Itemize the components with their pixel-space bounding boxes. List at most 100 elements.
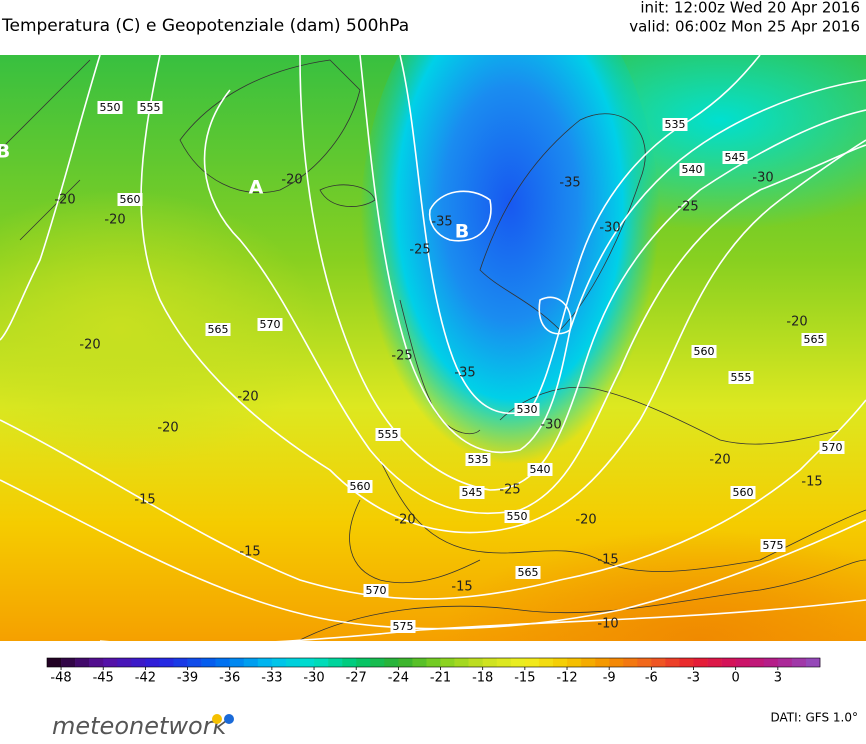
contour-label-box: 545 [722,151,748,164]
label-background [363,584,389,597]
geopotential-label: 555 [378,428,399,441]
colorbar-swatch [651,658,666,667]
temperature-label: -35 [559,176,580,191]
colorbar-swatch [468,658,483,667]
colorbar-swatch [552,658,568,667]
valid-time: valid: 06:00z Mon 25 Apr 2016 [629,18,860,36]
contour-label-box: 575 [760,539,786,552]
temperature-label: -30 [752,171,773,186]
colorbar-swatch [679,658,694,667]
label-background [728,371,754,384]
colorbar-tick-label: -27 [346,671,367,686]
colorbar-swatch [805,658,821,667]
field-blob [360,55,660,490]
label-background [527,463,553,476]
colorbar-swatch [538,658,554,667]
contour-label-box: 570 [819,441,845,454]
geopotential-label: 560 [350,480,371,493]
data-source: DATI: GFS 1.0° [770,711,858,725]
colorbar-tick-label: -39 [177,671,198,686]
colorbar-swatch [623,658,638,667]
colorbar-swatch [215,658,231,667]
temperature-label: -20 [79,338,100,353]
contour-label-box: 555 [137,101,163,114]
temperature-label: -20 [157,421,178,436]
pressure-center: B [0,141,10,163]
contour-label-box: 550 [504,510,530,523]
geopotential-label: 575 [393,620,414,633]
colorbar-swatch [510,658,526,667]
temperature-label: -25 [391,349,412,364]
colorbar-swatch [665,658,680,667]
colorbar-tick-label: -36 [219,671,240,686]
colorbar-swatch [595,658,610,667]
colorbar-swatch [693,658,708,667]
temperature-label: -35 [431,215,452,230]
colorbar-swatch [440,658,455,667]
label-background [117,193,143,206]
colorbar-swatch [285,658,301,667]
contour-label-box: 565 [205,323,231,336]
colorbar-tick-label: -18 [472,671,493,686]
geopotential-label: 535 [468,453,489,466]
colorbar-tick-label: -33 [261,671,282,686]
contour-label-box: 570 [257,318,283,331]
colorbar-swatch [47,658,62,667]
colorbar-swatch [103,658,118,667]
geopotential-label: 565 [518,566,539,579]
contour-label-box: 530 [514,403,540,416]
colorbar-swatch [721,658,736,667]
label-background [375,428,401,441]
colorbar-tick-label: -3 [687,671,700,686]
geopotential-label: 560 [733,486,754,499]
temperature-label: -15 [239,545,260,560]
geopotential-label: 555 [140,101,161,114]
map-labels: 550 555 560 565 570 555 560 530 535 540 545 550 565 5… [0,101,845,633]
label-background [515,566,541,579]
geopotential-label: 570 [822,441,843,454]
temperature-label: -20 [709,453,730,468]
colorbar-tick-label: -9 [603,671,616,686]
colorbar: -48 -45 -42 -39 -36 -33 -30 -27 -24 -21 -18 -15 -12-… [46,657,821,686]
temperature-label: -20 [237,390,258,405]
label-background [465,453,491,466]
geopotential-label: 530 [517,403,538,416]
contour-label-box: 565 [801,333,827,346]
geopotential-label: 550 [507,510,528,523]
contour-label-box: 535 [662,118,688,131]
temperature-label: -30 [540,418,561,433]
label-background [722,151,748,164]
logo-dot [224,714,234,724]
label-background [459,486,485,499]
temperature-label: -20 [575,513,596,528]
temperature-label: -25 [409,243,430,258]
label-background [679,163,705,176]
pressure-center: A [249,177,264,199]
logo: meteonetwork [52,712,228,740]
colorbar-swatch [749,658,765,667]
geopotential-label: 540 [530,463,551,476]
label-background [257,318,283,331]
colorbar-swatch [173,658,188,667]
geopotential-label: 555 [731,371,752,384]
coastlines [0,59,866,641]
colorbar-swatch [735,658,751,667]
colorbar-swatch [229,658,245,667]
colorbar-swatch [131,658,146,667]
geopotential-label: 545 [462,486,483,499]
colorbar-swatch [581,658,596,667]
colorbar-swatch [567,658,582,667]
colorbar-swatch [314,658,329,667]
colorbar-tick-label: -48 [50,671,71,686]
colorbar-tick-label: -21 [430,671,451,686]
colorbar-swatch [271,658,287,667]
temperature-label: -20 [104,213,125,228]
temperature-label: -25 [677,200,698,215]
contour-label-box: 560 [691,345,717,358]
pressure-center: B [455,221,469,243]
colorbar-swatch [412,658,427,667]
colorbar-tick-label: -42 [135,671,156,686]
colorbar-tick-label: 3 [774,671,782,686]
label-background [390,620,416,633]
